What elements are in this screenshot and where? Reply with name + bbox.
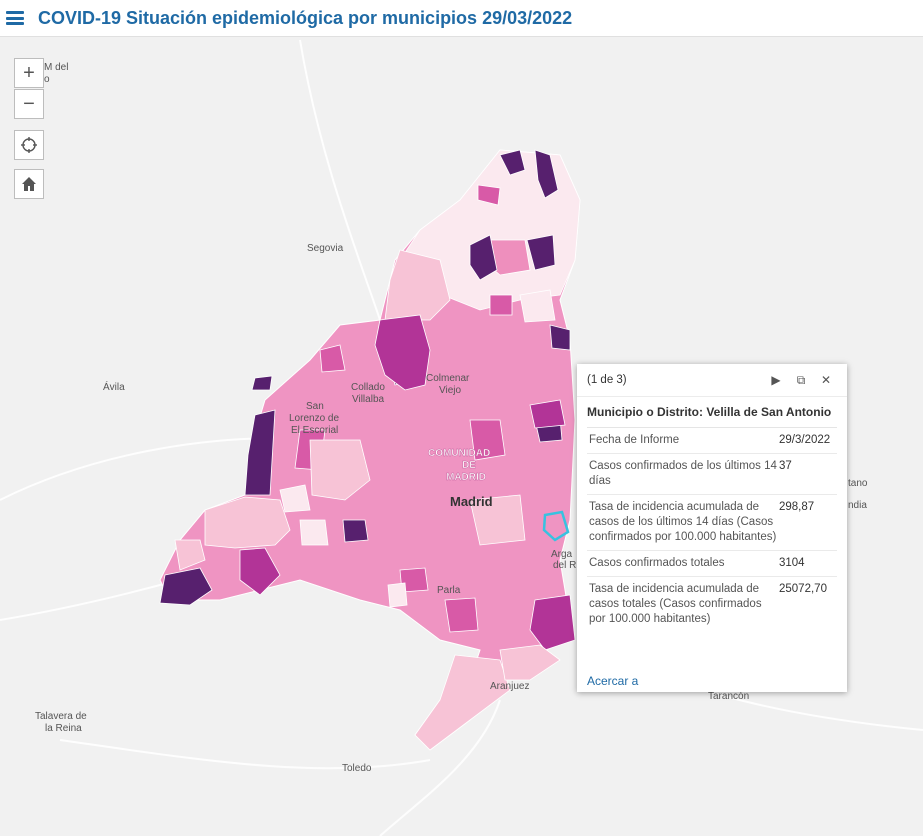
label-tarancon: Tarancón — [708, 691, 749, 702]
field-value: 3104 — [779, 557, 805, 569]
popup-header: (1 de 3) ▶ ⧉ ✕ — [577, 364, 847, 396]
field-label: Fecha de Informe — [589, 434, 680, 446]
label-segovia: Segovia — [307, 243, 344, 254]
label-o: o — [44, 74, 50, 85]
field-value: 298,87 — [779, 501, 815, 513]
home-icon — [22, 177, 36, 191]
label-tano: tano — [848, 478, 868, 489]
table-row: Fecha de Informe 29/3/2022 — [587, 428, 837, 454]
label-arga: Arga — [551, 549, 573, 560]
zoom-out-button[interactable]: − — [14, 89, 44, 119]
label-avila: Ávila — [103, 380, 125, 393]
label-toledo: Toledo — [342, 763, 372, 774]
close-icon[interactable]: ✕ — [820, 373, 832, 387]
label-la-reina: la Reina — [45, 723, 82, 734]
label-aranjuez: Aranjuez — [490, 681, 529, 692]
label-colmenar: Colmenar — [426, 373, 470, 384]
label-de: DE — [462, 460, 476, 471]
field-value: 29/3/2022 — [779, 434, 831, 446]
label-madrid-city: Madrid — [450, 494, 493, 509]
menu-icon[interactable] — [6, 11, 24, 25]
label-san: San — [306, 401, 324, 412]
app-header: COVID-19 Situación epidemiológica por mu… — [0, 0, 923, 37]
label-del-r: del R — [553, 560, 576, 571]
field-label: Casos confirmados totales — [589, 557, 725, 569]
zoom-to-link[interactable]: Acercar a — [587, 674, 639, 688]
table-row: Casos confirmados totales 3104 — [587, 551, 837, 577]
crosshair-icon — [21, 137, 37, 153]
label-el-escorial: El Escorial — [291, 425, 338, 436]
page-title: COVID-19 Situación epidemiológica por mu… — [38, 7, 573, 28]
label-villalba: Villalba — [352, 394, 384, 405]
popup-title: Municipio o Distrito: Velilla de San Ant… — [577, 396, 847, 427]
table-row: Tasa de incidencia acumulada de casos de… — [587, 495, 837, 551]
label-parla: Parla — [437, 585, 461, 596]
popup-count: (1 de 3) — [587, 374, 627, 386]
label-viejo: Viejo — [439, 385, 461, 396]
label-comunidad: COMUNIDAD — [428, 448, 490, 459]
zoom-in-label: + — [23, 61, 35, 84]
field-label: Tasa de incidencia acumulada de casos de… — [589, 501, 777, 543]
locate-button[interactable] — [14, 130, 44, 160]
table-row: Tasa de incidencia acumulada de casos to… — [587, 577, 837, 632]
next-feature-icon[interactable]: ▶ — [771, 373, 781, 387]
label-m-del: M del — [44, 62, 68, 73]
attribute-table: Fecha de Informe 29/3/2022 Casos confirm… — [587, 427, 837, 632]
field-value: 37 — [779, 460, 792, 472]
field-label: Tasa de incidencia acumulada de casos to… — [589, 583, 762, 625]
field-label: Casos confirmados de los últimos 14 días — [589, 460, 777, 487]
table-row: Casos confirmados de los últimos 14 días… — [587, 454, 837, 495]
home-button[interactable] — [14, 169, 44, 199]
maximize-icon[interactable]: ⧉ — [796, 372, 806, 387]
label-talavera-de: Talavera de — [35, 711, 87, 722]
feature-popup: (1 de 3) ▶ ⧉ ✕ Municipio o Distrito: Vel… — [577, 364, 847, 692]
label-ndia: ndia — [848, 500, 867, 511]
label-madrid-region: MADRID — [446, 472, 486, 483]
zoom-out-label: − — [23, 92, 35, 115]
label-collado: Collado — [351, 382, 385, 393]
field-value: 25072,70 — [779, 583, 827, 595]
label-lorenzo-de: Lorenzo de — [289, 413, 339, 424]
zoom-in-button[interactable]: + — [14, 58, 44, 88]
